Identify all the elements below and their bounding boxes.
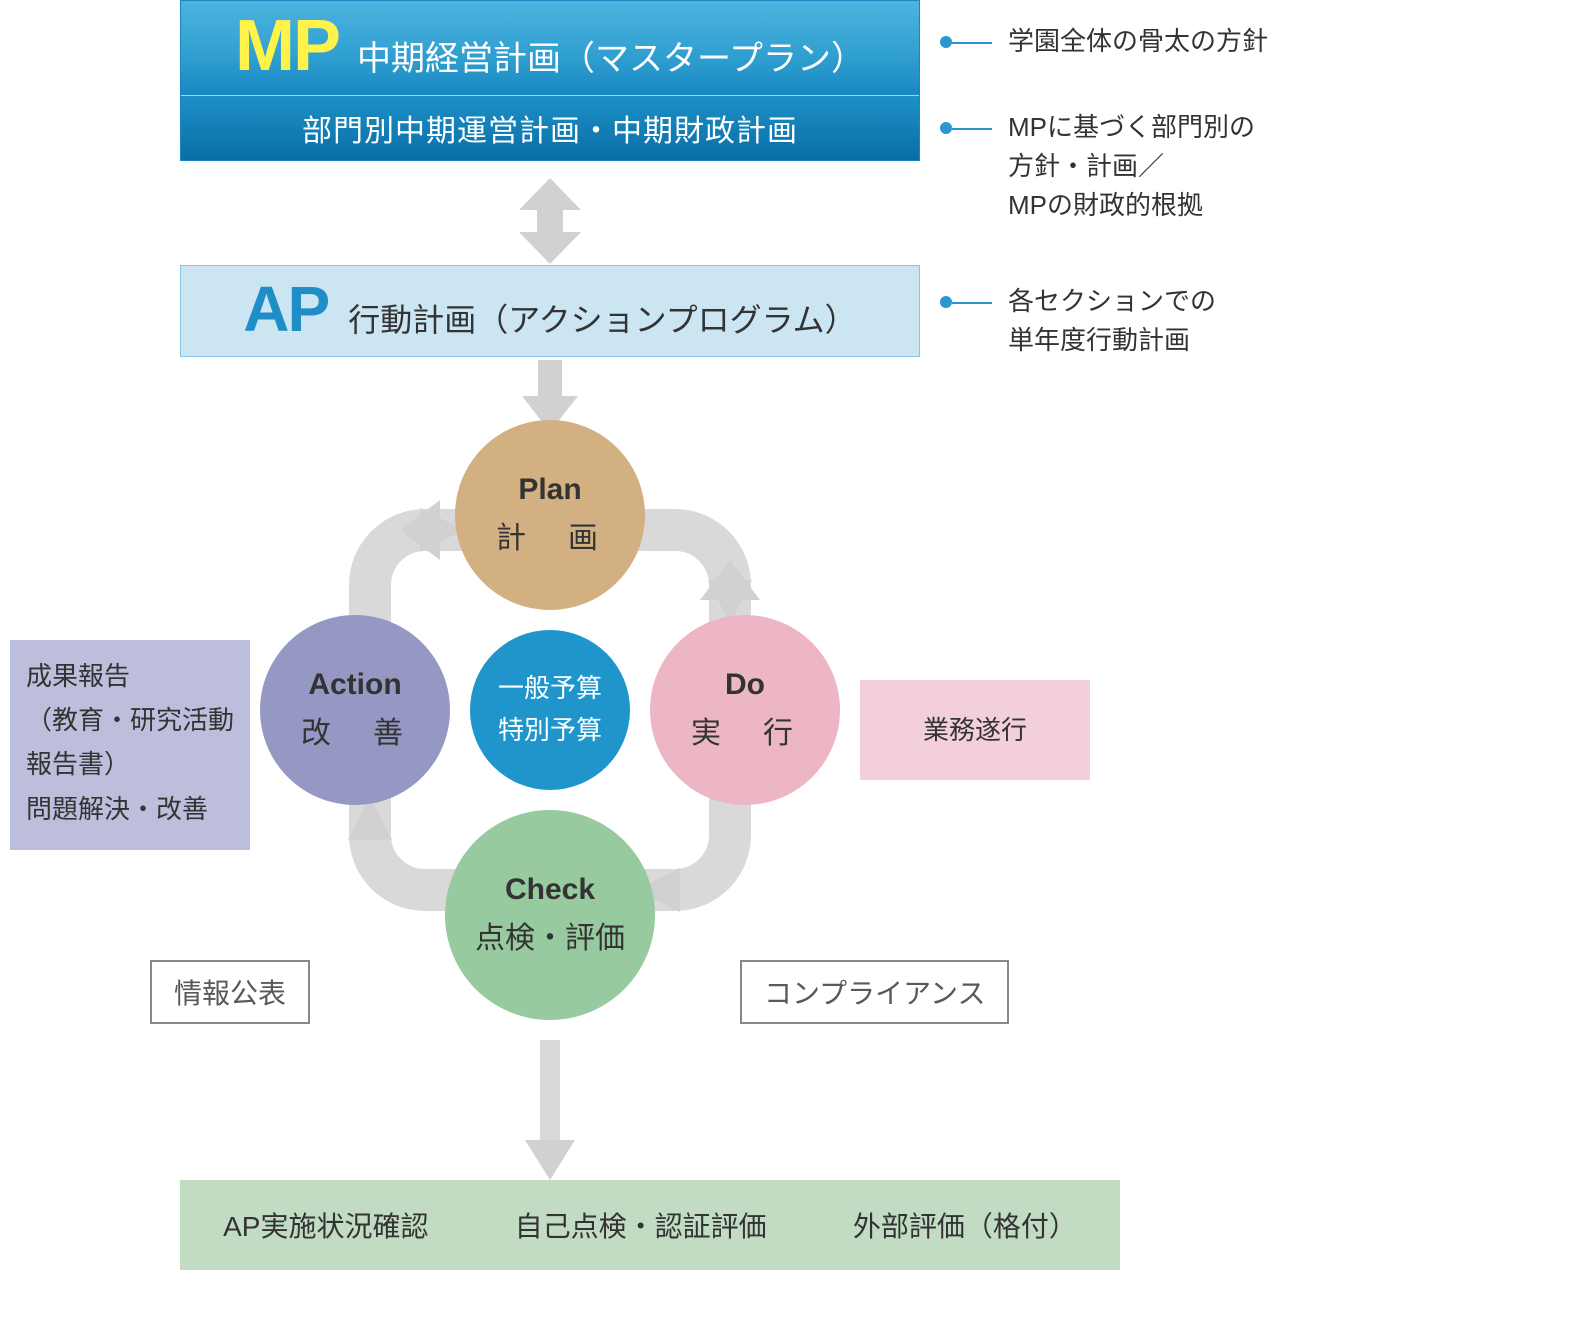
annotation-2-text: MPに基づく部門別の 方針・計画／ MPの財政的根拠 — [1008, 108, 1255, 225]
check-node: Check 点検・評価 — [445, 810, 655, 1020]
double-arrow-icon — [515, 178, 585, 264]
check-down-arrow-icon — [525, 1040, 575, 1180]
check-jp: 点検・評価 — [475, 913, 625, 957]
do-side-box: 業務遂行 — [860, 680, 1090, 780]
compliance-box: コンプライアンス — [740, 960, 1009, 1024]
leader-line-icon — [952, 128, 992, 130]
mp-abbr: MP — [235, 5, 339, 87]
plan-en: Plan — [518, 473, 581, 507]
center-line1: 一般予算 — [498, 668, 602, 710]
eval-item-2: 自己点検・認証評価 — [515, 1205, 767, 1245]
action-node: Action 改 善 — [260, 615, 450, 805]
plan-jp: 計 画 — [496, 513, 604, 557]
mp-header: MP 中期経営計画（マスタープラン） 部門別中期運営計画・中期財政計画 — [180, 0, 920, 161]
annotation-1-text: 学園全体の骨太の方針 — [1008, 22, 1268, 61]
action-en: Action — [308, 668, 401, 702]
bullet-icon — [940, 122, 952, 134]
annotation-3: 各セクションでの 単年度行動計画 — [940, 282, 1216, 360]
action-side-text: 成果報告 （教育・研究活動 報告書） 問題解決・改善 — [26, 654, 234, 831]
do-jp: 実 行 — [691, 708, 799, 752]
ap-title: 行動計画（アクションプログラム） — [348, 295, 856, 341]
bullet-icon — [940, 36, 952, 48]
info-disclosure-box: 情報公表 — [150, 960, 310, 1024]
compliance-text: コンプライアンス — [764, 978, 985, 1009]
action-side-box: 成果報告 （教育・研究活動 報告書） 問題解決・改善 — [10, 640, 250, 850]
pdca-cycle: Plan 計 画 Do 実 行 Check 点検・評価 Action 改 善 一… — [270, 430, 830, 990]
ap-abbr: AP — [243, 272, 328, 346]
leader-line-icon — [952, 302, 992, 304]
bullet-icon — [940, 296, 952, 308]
eval-item-3: 外部評価（格付） — [853, 1205, 1077, 1245]
annotation-3-text: 各セクションでの 単年度行動計画 — [1008, 282, 1216, 360]
eval-item-1: AP実施状況確認 — [223, 1205, 428, 1245]
action-jp: 改 善 — [301, 708, 409, 752]
center-line2: 特別予算 — [498, 710, 602, 752]
check-en: Check — [505, 873, 595, 907]
info-disclosure-text: 情報公表 — [174, 978, 286, 1009]
annotation-1: 学園全体の骨太の方針 — [940, 22, 1268, 61]
mp-subtitle: 部門別中期運営計画・中期財政計画 — [181, 95, 919, 160]
ap-header: AP 行動計画（アクションプログラム） — [180, 265, 920, 357]
mp-title: 中期経営計画（マスタープラン） — [357, 31, 865, 80]
evaluation-bar: AP実施状況確認 自己点検・認証評価 外部評価（格付） — [180, 1180, 1120, 1270]
leader-line-icon — [952, 42, 992, 44]
plan-node: Plan 計 画 — [455, 420, 645, 610]
do-en: Do — [725, 668, 765, 702]
do-node: Do 実 行 — [650, 615, 840, 805]
mp-header-top: MP 中期経営計画（マスタープラン） — [181, 1, 919, 95]
center-node: 一般予算 特別予算 — [470, 630, 630, 790]
do-side-text: 業務遂行 — [923, 708, 1027, 752]
annotation-2: MPに基づく部門別の 方針・計画／ MPの財政的根拠 — [940, 108, 1255, 225]
